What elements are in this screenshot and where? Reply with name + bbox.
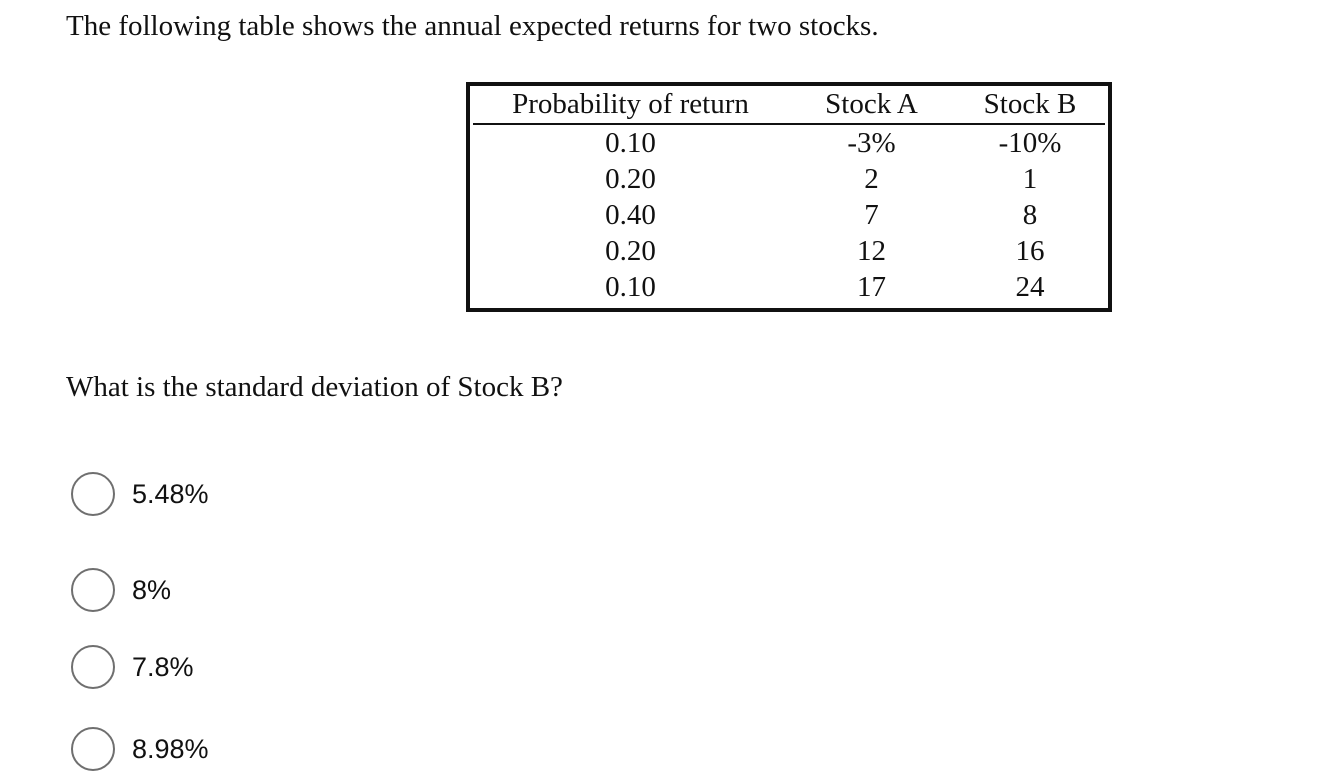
probability-cell: 0.10 [605, 126, 656, 159]
stock-a-cell: 17 [857, 270, 886, 303]
radio-button[interactable] [71, 568, 115, 612]
returns-table: Probability of return Stock A Stock B 0.… [473, 86, 1105, 305]
answer-option-1[interactable]: 5.48% [71, 469, 209, 519]
probability-cell: 0.20 [605, 162, 656, 195]
answer-option-label[interactable]: 8.98% [132, 733, 209, 764]
table-row: 0.20 2 1 [473, 161, 1105, 197]
header-stock-a: Stock A [788, 86, 955, 125]
header-probability: Probability of return [473, 86, 788, 125]
returns-table-frame: Probability of return Stock A Stock B 0.… [466, 82, 1112, 312]
radio-button[interactable] [71, 727, 115, 771]
answer-option-4[interactable]: 8.98% [71, 724, 209, 774]
stock-a-cell: 12 [857, 234, 886, 267]
table-row: 0.20 12 16 [473, 233, 1105, 269]
answer-option-label[interactable]: 7.8% [132, 651, 194, 682]
stock-b-cell: 1 [1022, 162, 1038, 195]
answer-option-3[interactable]: 7.8% [71, 642, 194, 692]
answer-option-label[interactable]: 8% [132, 574, 172, 605]
stock-a-cell: -3% [847, 126, 896, 159]
stock-b-cell: 16 [1015, 234, 1045, 267]
radio-button[interactable] [71, 645, 115, 689]
answer-option-2[interactable]: 8% [71, 565, 171, 615]
header-stock-b: Stock B [955, 86, 1105, 125]
probability-cell: 0.40 [605, 198, 656, 231]
question-intro: The following table shows the annual exp… [66, 10, 879, 42]
table-row: 0.10 17 24 [473, 269, 1105, 305]
stock-b-cell: -10% [998, 126, 1062, 159]
table-row: 0.10 -3% -10% [473, 124, 1105, 161]
stock-b-cell: 24 [1015, 270, 1045, 303]
answer-option-label[interactable]: 5.48% [132, 478, 209, 509]
probability-cell: 0.20 [605, 234, 656, 267]
table-header-row: Probability of return Stock A Stock B [473, 86, 1105, 125]
table-row: 0.40 7 8 [473, 197, 1105, 233]
probability-cell: 0.10 [605, 270, 656, 303]
stock-a-cell: 7 [864, 198, 879, 231]
stock-a-cell: 2 [864, 162, 879, 195]
radio-button[interactable] [71, 472, 115, 516]
stock-b-cell: 8 [1022, 198, 1038, 231]
question-text: What is the standard deviation of Stock … [66, 371, 563, 403]
